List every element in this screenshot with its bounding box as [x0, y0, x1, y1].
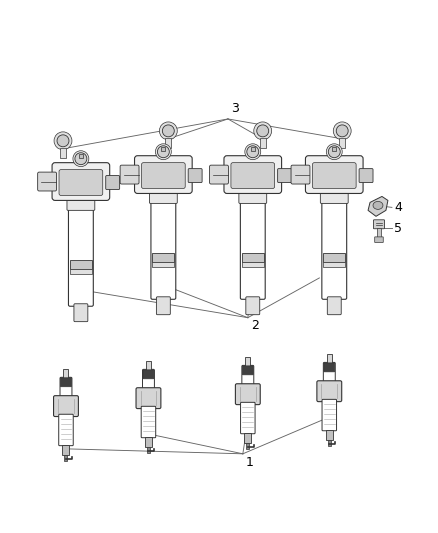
- FancyBboxPatch shape: [320, 188, 348, 204]
- Bar: [152, 262, 174, 267]
- FancyBboxPatch shape: [317, 381, 342, 402]
- Circle shape: [54, 132, 72, 150]
- FancyBboxPatch shape: [323, 362, 335, 386]
- FancyBboxPatch shape: [224, 156, 282, 193]
- Bar: [60, 148, 66, 158]
- FancyBboxPatch shape: [327, 297, 341, 314]
- Bar: [242, 253, 264, 262]
- Bar: [327, 354, 332, 364]
- Bar: [63, 445, 70, 455]
- FancyBboxPatch shape: [134, 156, 192, 193]
- Bar: [64, 369, 68, 378]
- FancyBboxPatch shape: [278, 168, 292, 182]
- Bar: [147, 447, 150, 453]
- Circle shape: [336, 125, 348, 137]
- Circle shape: [155, 144, 171, 160]
- Circle shape: [57, 135, 69, 147]
- FancyBboxPatch shape: [149, 188, 177, 204]
- Bar: [146, 361, 151, 370]
- Bar: [328, 440, 331, 446]
- Bar: [161, 147, 165, 151]
- FancyBboxPatch shape: [156, 297, 170, 314]
- Bar: [70, 269, 92, 274]
- FancyBboxPatch shape: [38, 172, 57, 191]
- FancyBboxPatch shape: [324, 363, 335, 372]
- Bar: [64, 455, 67, 461]
- Circle shape: [157, 146, 170, 158]
- FancyBboxPatch shape: [136, 387, 161, 409]
- Bar: [260, 138, 266, 148]
- Circle shape: [328, 146, 340, 158]
- FancyBboxPatch shape: [231, 163, 275, 189]
- FancyBboxPatch shape: [68, 194, 93, 306]
- FancyBboxPatch shape: [291, 165, 310, 184]
- FancyBboxPatch shape: [67, 195, 95, 211]
- FancyBboxPatch shape: [239, 188, 267, 204]
- FancyBboxPatch shape: [240, 187, 265, 300]
- FancyBboxPatch shape: [209, 165, 229, 184]
- FancyBboxPatch shape: [305, 156, 363, 193]
- FancyBboxPatch shape: [74, 304, 88, 321]
- FancyBboxPatch shape: [106, 175, 120, 190]
- Text: 1: 1: [246, 456, 254, 469]
- Circle shape: [73, 151, 89, 167]
- FancyBboxPatch shape: [242, 365, 254, 389]
- Circle shape: [333, 122, 351, 140]
- FancyBboxPatch shape: [246, 297, 260, 314]
- FancyBboxPatch shape: [142, 369, 155, 393]
- Text: 3: 3: [231, 102, 239, 115]
- Bar: [165, 138, 171, 148]
- FancyBboxPatch shape: [312, 163, 356, 189]
- Bar: [242, 262, 264, 267]
- Bar: [152, 253, 174, 262]
- Circle shape: [254, 122, 272, 140]
- FancyBboxPatch shape: [359, 168, 373, 182]
- FancyBboxPatch shape: [141, 163, 185, 189]
- Polygon shape: [368, 197, 388, 216]
- Bar: [145, 437, 152, 447]
- FancyBboxPatch shape: [322, 187, 347, 300]
- Bar: [332, 147, 336, 151]
- Circle shape: [75, 153, 87, 165]
- FancyBboxPatch shape: [143, 370, 154, 379]
- Bar: [326, 430, 333, 440]
- Bar: [246, 443, 249, 449]
- FancyBboxPatch shape: [59, 414, 73, 446]
- Ellipse shape: [373, 201, 383, 209]
- Bar: [339, 138, 345, 148]
- FancyBboxPatch shape: [120, 165, 139, 184]
- FancyBboxPatch shape: [60, 378, 71, 387]
- Circle shape: [245, 144, 261, 160]
- FancyBboxPatch shape: [374, 237, 383, 243]
- FancyBboxPatch shape: [60, 377, 72, 401]
- Text: 2: 2: [251, 319, 259, 332]
- FancyBboxPatch shape: [240, 402, 255, 434]
- FancyBboxPatch shape: [52, 163, 110, 200]
- Text: 5: 5: [394, 222, 402, 235]
- FancyBboxPatch shape: [374, 220, 385, 229]
- Circle shape: [257, 125, 268, 137]
- Bar: [245, 358, 250, 366]
- Bar: [251, 147, 255, 151]
- FancyBboxPatch shape: [59, 169, 103, 196]
- Circle shape: [159, 122, 177, 140]
- FancyBboxPatch shape: [188, 168, 202, 182]
- FancyBboxPatch shape: [235, 384, 260, 405]
- Bar: [70, 260, 92, 269]
- FancyBboxPatch shape: [53, 395, 78, 417]
- Bar: [79, 154, 83, 158]
- FancyBboxPatch shape: [141, 406, 155, 438]
- Bar: [323, 262, 345, 267]
- Text: 4: 4: [394, 201, 402, 214]
- Circle shape: [162, 125, 174, 137]
- Circle shape: [326, 144, 342, 160]
- Bar: [377, 228, 381, 237]
- FancyBboxPatch shape: [151, 187, 176, 300]
- Bar: [323, 253, 345, 262]
- FancyBboxPatch shape: [242, 366, 253, 375]
- Circle shape: [247, 146, 259, 158]
- FancyBboxPatch shape: [322, 399, 336, 431]
- Bar: [244, 433, 251, 443]
